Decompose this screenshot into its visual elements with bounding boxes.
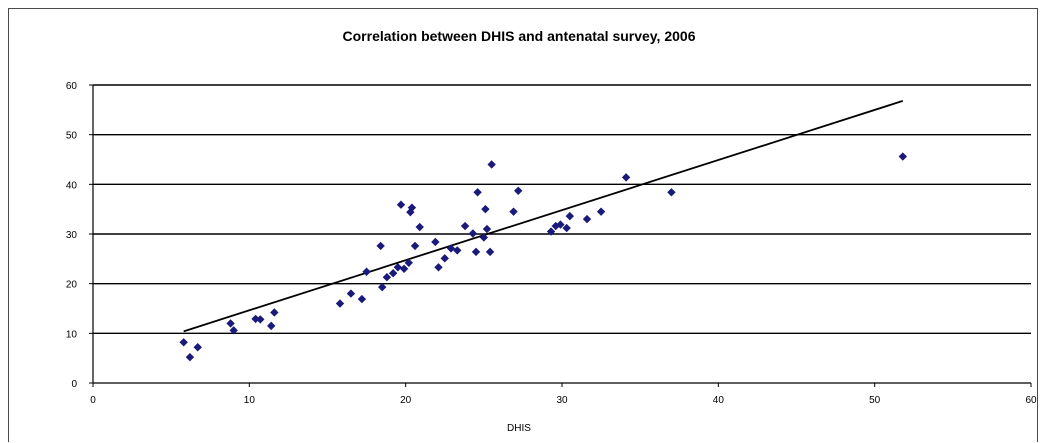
data-point: [468, 229, 478, 238]
data-point: [434, 263, 443, 272]
data-point: [335, 299, 345, 308]
x-axis-label: DHIS: [507, 423, 531, 434]
x-tick-label: 40: [713, 395, 725, 406]
tick-labels: 0 10 20 30 40 50 60 0 10 20 30 40 50 60: [66, 81, 1037, 406]
data-point: [481, 204, 490, 214]
data-point: [551, 221, 560, 231]
data-point: [410, 241, 420, 251]
data-point: [509, 207, 518, 216]
data-point: [270, 308, 279, 317]
data-point: [378, 282, 387, 292]
data-point: [514, 186, 523, 195]
x-tick-label: 20: [400, 395, 412, 406]
data-point: [667, 188, 676, 197]
data-point: [407, 203, 417, 212]
x-tick-label: 50: [869, 395, 881, 406]
data-point: [582, 214, 592, 224]
data-point: [357, 294, 367, 304]
data-point: [256, 315, 265, 324]
x-tick-label: 30: [556, 395, 568, 406]
data-point: [396, 200, 406, 209]
data-point: [382, 273, 392, 282]
data-point: [471, 247, 481, 257]
trendline-group: [183, 100, 904, 333]
data-point: [399, 264, 409, 273]
data-point: [179, 338, 188, 347]
data-point: [185, 352, 195, 362]
data-point: [565, 211, 575, 221]
data-point: [479, 233, 489, 242]
data-point: [406, 207, 415, 217]
data-point: [453, 246, 462, 255]
data-point: [460, 221, 470, 231]
gridlines: [93, 84, 1031, 335]
data-point: [346, 289, 356, 298]
data-point: [546, 227, 556, 236]
y-tick-label: 30: [66, 230, 78, 241]
data-point: [556, 220, 565, 229]
scatter-chart: Correlation between DHIS and antenatal s…: [66, 28, 1037, 434]
data-point: [415, 222, 424, 232]
data-point: [193, 343, 202, 352]
data-point: [440, 254, 449, 263]
data-point: [596, 207, 606, 216]
data-point: [482, 224, 492, 234]
data-point: [562, 223, 571, 233]
data-point: [446, 244, 456, 253]
data-point: [229, 326, 238, 335]
data-point: [388, 269, 398, 278]
x-tick-label: 0: [90, 395, 96, 406]
y-tick-label: 0: [71, 379, 77, 390]
x-tick-label: 60: [1025, 395, 1037, 406]
data-point: [393, 263, 403, 272]
y-tick-label: 20: [66, 280, 78, 291]
data-point: [431, 237, 440, 247]
data-point: [621, 173, 631, 182]
y-tick-label: 40: [66, 180, 78, 191]
data-point: [487, 160, 496, 169]
y-tick-label: 60: [66, 81, 78, 92]
data-point: [251, 314, 260, 324]
trendline: [183, 100, 904, 333]
data-point: [485, 247, 495, 257]
data-point: [473, 188, 482, 197]
data-point: [226, 319, 235, 328]
data-points: [179, 152, 908, 362]
data-point: [267, 321, 276, 331]
data-point: [898, 152, 908, 161]
chart-frame: Correlation between DHIS and antenatal s…: [8, 8, 1038, 442]
x-tick-label: 10: [244, 395, 256, 406]
data-point: [362, 267, 371, 276]
y-tick-label: 50: [66, 131, 78, 142]
chart-title: Correlation between DHIS and antenatal s…: [343, 28, 696, 44]
y-tick-label: 10: [66, 329, 78, 340]
data-point: [376, 241, 385, 251]
